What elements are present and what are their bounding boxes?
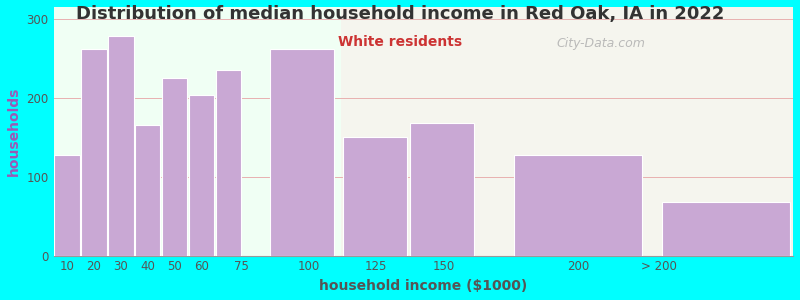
Bar <box>189 95 214 256</box>
Bar <box>410 123 474 256</box>
Bar <box>54 154 80 256</box>
Bar <box>662 202 790 256</box>
Text: Distribution of median household income in Red Oak, IA in 2022: Distribution of median household income … <box>76 4 724 22</box>
Text: City-Data.com: City-Data.com <box>557 37 646 50</box>
Bar <box>162 78 187 256</box>
Bar <box>216 70 241 256</box>
Y-axis label: households: households <box>7 87 21 176</box>
Bar <box>514 154 642 256</box>
Bar <box>54 7 342 256</box>
Bar <box>343 137 407 256</box>
Bar <box>81 49 106 256</box>
Bar <box>342 7 793 256</box>
Text: White residents: White residents <box>338 34 462 49</box>
Bar <box>108 36 134 256</box>
Bar <box>270 49 334 256</box>
Bar <box>135 125 161 256</box>
X-axis label: household income ($1000): household income ($1000) <box>319 279 527 293</box>
